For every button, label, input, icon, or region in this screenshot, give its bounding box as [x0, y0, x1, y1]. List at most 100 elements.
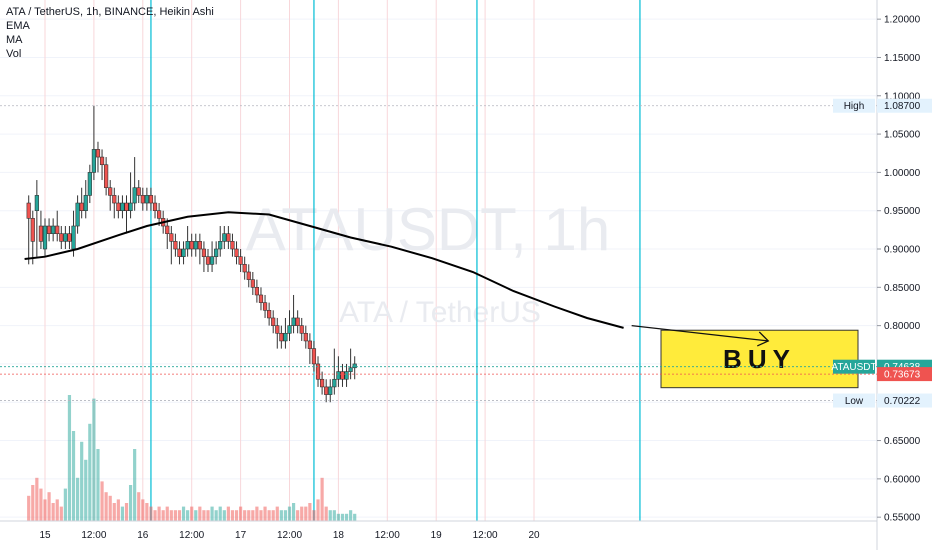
candle-body — [193, 241, 198, 250]
volume-bar — [124, 503, 129, 521]
watermark: ATAUSDT, 1h ATA / TetherUS — [246, 196, 611, 329]
candle-body — [218, 241, 223, 250]
volume-bar — [271, 510, 275, 521]
candle-body — [181, 248, 186, 257]
candle-body — [234, 248, 239, 257]
x-tick-label: 17 — [235, 530, 247, 541]
buy-arrowhead — [757, 331, 770, 347]
candle-body — [226, 233, 231, 242]
candle-body — [209, 256, 215, 265]
high-tag-label-bg — [833, 98, 875, 113]
volume-bar — [247, 510, 251, 521]
candle-body — [136, 187, 141, 196]
volume-bar — [259, 510, 263, 521]
candle-body — [307, 340, 312, 349]
volume-bar — [316, 499, 320, 521]
volume-bar — [336, 513, 340, 521]
volume-bar — [100, 481, 104, 521]
candle-body — [75, 202, 80, 227]
volume-bar — [296, 510, 300, 521]
candle-body — [214, 248, 219, 257]
legend-ma[interactable]: MA — [6, 34, 23, 46]
volume-bar — [230, 510, 235, 521]
candle-body — [120, 202, 125, 211]
buy-label: BUY — [723, 344, 796, 374]
volume-bar — [222, 510, 226, 521]
candle-body — [55, 225, 60, 234]
candle-body — [59, 233, 64, 242]
candle-body — [148, 195, 154, 204]
legend-ema[interactable]: EMA — [6, 20, 30, 32]
volume-bar — [92, 398, 96, 521]
candle-body — [169, 233, 174, 242]
volume-bar — [181, 506, 186, 521]
candle-body — [262, 302, 268, 311]
candle-body — [258, 294, 264, 303]
candle-body — [201, 248, 207, 257]
price-tags: High1.08700Low0.70222ATAUSDT0.746380.736… — [0, 98, 932, 408]
candle-body — [26, 202, 31, 219]
volume-bar — [239, 506, 243, 521]
legend-title[interactable]: ATA / TetherUS, 1h, BINANCE, Heikin Ashi — [6, 6, 214, 18]
candle-body — [295, 317, 300, 326]
candle-body — [128, 202, 133, 211]
volume-bar — [80, 441, 84, 521]
candle-body — [63, 233, 68, 242]
candle-body — [132, 187, 137, 204]
x-tick-label: 20 — [528, 530, 540, 541]
volume-bar — [324, 506, 328, 521]
volume-bar — [31, 485, 35, 521]
y-tick-label: 1.20000 — [884, 15, 921, 26]
volume-bar — [173, 510, 177, 521]
low-tag-label: Low — [845, 396, 864, 407]
candle-body — [238, 256, 243, 265]
y-tick-label: 0.90000 — [884, 245, 921, 256]
volume-bar — [267, 510, 271, 521]
candle-body — [344, 371, 349, 380]
candle-body — [34, 195, 39, 211]
candle-body — [99, 156, 105, 166]
candle-body — [51, 225, 56, 234]
volume-bar — [234, 510, 239, 521]
volume-bar — [128, 485, 133, 521]
x-tick-label: 12:00 — [81, 530, 106, 541]
volume-bar — [47, 492, 51, 521]
volume-bar — [218, 506, 222, 521]
price-axis-bg — [877, 0, 932, 550]
candle-body — [116, 202, 121, 211]
volume-bar — [120, 506, 125, 521]
volume-bars — [27, 395, 357, 521]
volume-bar — [194, 510, 198, 521]
volume-bar — [112, 503, 116, 521]
ema-line-group — [24, 211, 624, 329]
x-tick-label: 18 — [333, 530, 345, 541]
volume-bar — [27, 495, 31, 521]
volume-bar — [161, 510, 165, 521]
volume-bar — [308, 503, 312, 521]
candle-body — [303, 332, 308, 342]
legend-vol[interactable]: Vol — [6, 48, 22, 60]
volume-bar — [59, 506, 63, 521]
candle-body — [279, 332, 284, 342]
x-tick-label: 12:00 — [375, 530, 400, 541]
volume-bar — [35, 477, 39, 521]
volume-bar — [177, 510, 182, 521]
candle-body — [157, 210, 162, 219]
y-tick-label: 1.10000 — [884, 91, 921, 102]
volume-bar — [145, 503, 149, 521]
candle-body — [250, 279, 255, 288]
high-tag-label: High — [844, 101, 865, 112]
y-tick-label: 0.80000 — [884, 321, 921, 332]
buy-arrow — [631, 324, 769, 342]
candle-body — [230, 241, 235, 250]
volume-bar — [287, 506, 292, 521]
candle-body — [299, 325, 304, 334]
volume-bar — [51, 503, 55, 521]
buy-annotation: BUY — [631, 324, 859, 389]
candle-body — [352, 363, 357, 369]
volume-bar — [349, 510, 353, 521]
candle-body — [38, 225, 44, 242]
volume-bar — [353, 513, 357, 521]
